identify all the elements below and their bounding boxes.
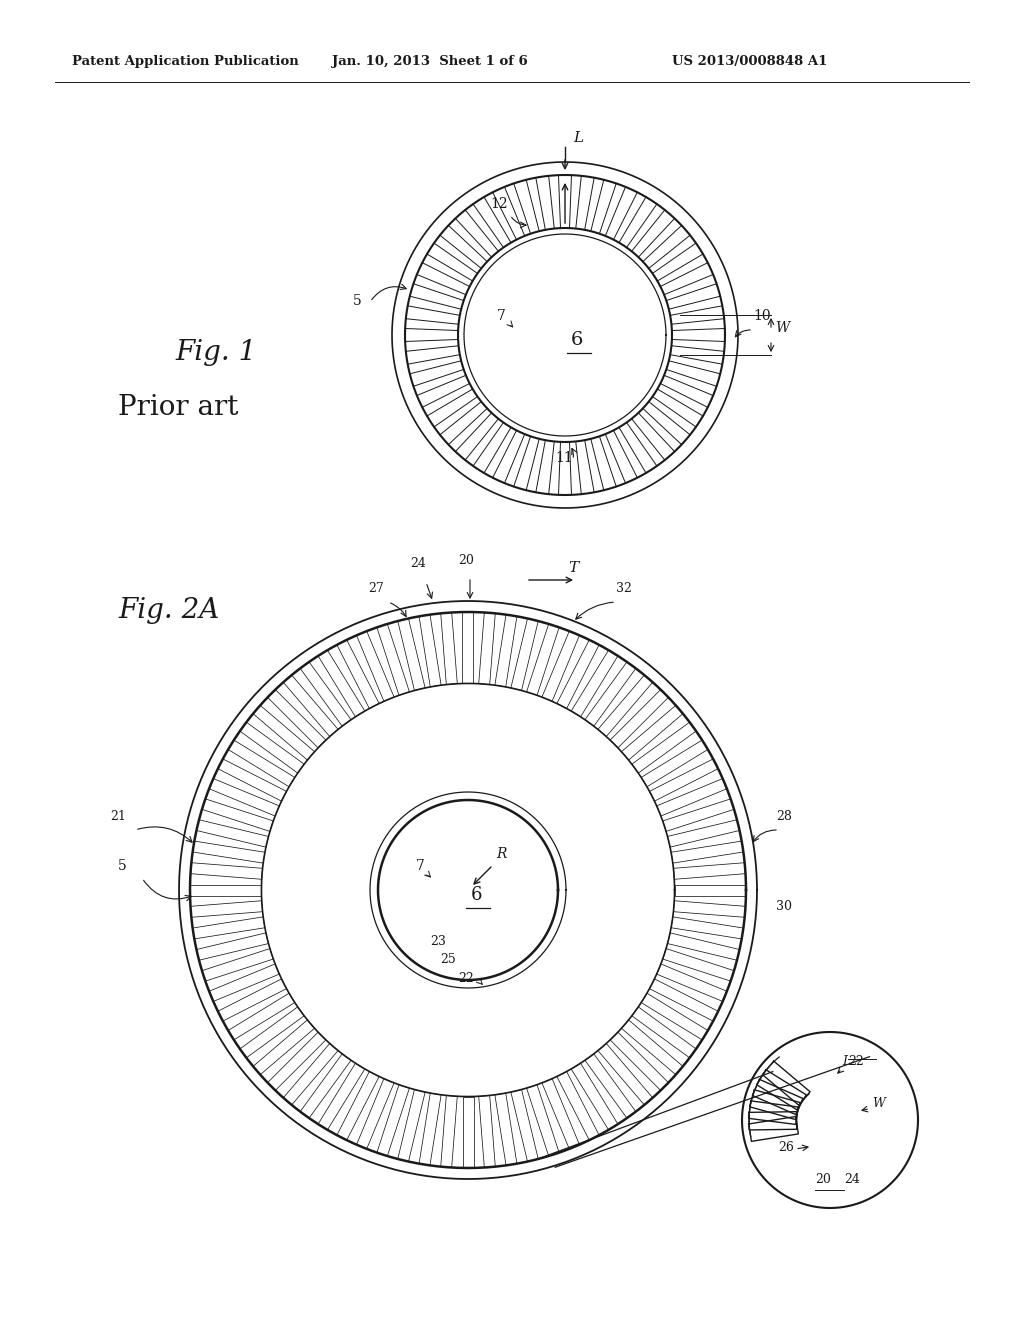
Text: 10: 10	[753, 309, 771, 323]
Text: 20: 20	[458, 554, 474, 568]
Text: 12: 12	[490, 197, 508, 211]
Text: 7: 7	[416, 859, 425, 873]
Text: Prior art: Prior art	[118, 393, 239, 421]
Text: 24: 24	[410, 557, 426, 570]
Text: 5: 5	[118, 859, 127, 873]
Text: Fig. 2A: Fig. 2A	[118, 597, 219, 624]
Text: 30: 30	[776, 900, 792, 913]
Text: Patent Application Publication: Patent Application Publication	[72, 55, 299, 69]
Text: 32: 32	[616, 582, 632, 595]
Text: 26: 26	[778, 1140, 794, 1154]
Text: 6: 6	[470, 886, 481, 904]
Text: W: W	[775, 321, 790, 335]
Text: 6: 6	[570, 331, 584, 348]
Text: Fig. 1: Fig. 1	[175, 339, 256, 366]
Text: 21: 21	[110, 810, 126, 822]
Text: 22: 22	[848, 1056, 864, 1068]
Text: 11: 11	[555, 451, 572, 465]
Text: 22: 22	[458, 972, 474, 985]
Text: W: W	[872, 1097, 885, 1110]
Text: R: R	[496, 847, 507, 861]
Text: Jan. 10, 2013  Sheet 1 of 6: Jan. 10, 2013 Sheet 1 of 6	[332, 55, 528, 69]
Text: US 2013/0008848 A1: US 2013/0008848 A1	[672, 55, 827, 69]
Text: 27: 27	[368, 582, 384, 595]
Text: T: T	[568, 561, 579, 576]
Text: 7: 7	[497, 309, 506, 323]
Text: 5: 5	[353, 294, 361, 308]
Text: L: L	[573, 131, 583, 145]
Text: 28: 28	[776, 810, 792, 822]
Text: 20: 20	[815, 1173, 830, 1187]
Text: 24: 24	[844, 1173, 860, 1187]
Text: 25: 25	[440, 953, 456, 966]
Text: 23: 23	[430, 935, 445, 948]
Text: L: L	[842, 1056, 850, 1068]
